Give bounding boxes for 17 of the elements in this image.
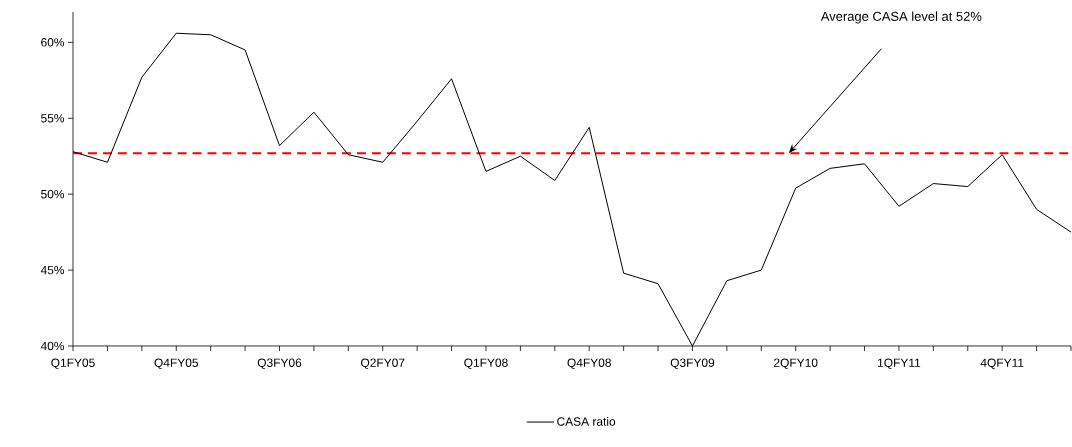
legend-label: CASA ratio bbox=[557, 416, 616, 426]
x-tick-label: 2QFY10 bbox=[774, 358, 818, 370]
x-tick-label: Q2FY07 bbox=[361, 358, 405, 370]
x-tick-label: Q3FY06 bbox=[257, 358, 302, 370]
y-tick-label: 55% bbox=[41, 114, 65, 123]
y-tick-label: 50% bbox=[41, 189, 65, 199]
y-tick-label: 40% bbox=[40, 341, 65, 351]
y-tick-label: 45% bbox=[40, 265, 65, 275]
x-tick-label: Q3FY09 bbox=[670, 358, 715, 370]
x-tick-label: Q1FY08 bbox=[464, 358, 508, 370]
y-tick-label: 60% bbox=[41, 38, 65, 47]
x-tick-label: Q4FY08 bbox=[567, 358, 611, 370]
x-tick-label: Q4FY05 bbox=[154, 358, 198, 370]
x-tick-label: Q1FY05 bbox=[51, 358, 95, 370]
x-tick-label: 4QFY11 bbox=[980, 358, 1024, 370]
annotation: Average CASA level at 52% bbox=[820, 11, 982, 24]
x-tick-label: 1QFY11 bbox=[878, 358, 921, 370]
